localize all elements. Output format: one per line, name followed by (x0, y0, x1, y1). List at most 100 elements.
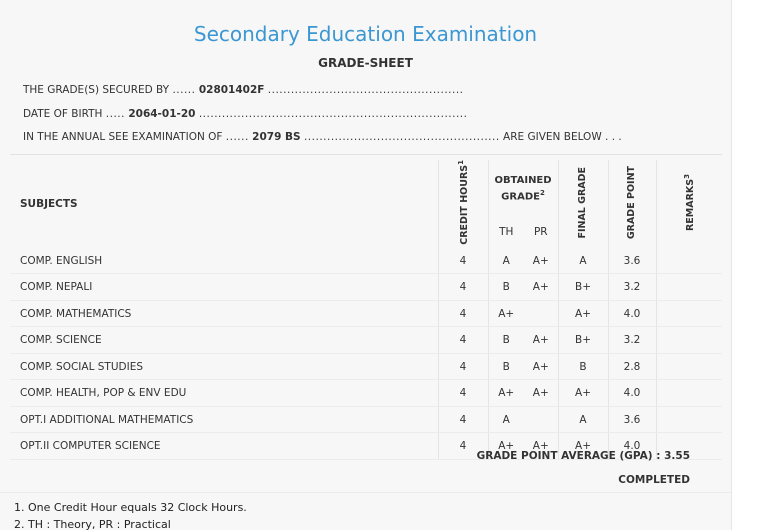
dots: ........................................… (303, 131, 500, 143)
table-row: OPT.II COMPUTER SCIENCE 4 A+ A+ A+ 4.0 (10, 432, 723, 460)
grade-point: 3.2 (607, 326, 657, 354)
subject-name: COMP. HEALTH, POP & ENV EDU (10, 379, 438, 407)
theory-grade: A (487, 406, 524, 434)
grade-sheet-heading: GRADE-SHEET (318, 56, 413, 70)
final-grade: A (557, 247, 609, 275)
credit-hours: 4 (437, 406, 488, 434)
remarks-header: REMARKS3 (655, 160, 723, 248)
grade-point: 4.0 (607, 300, 657, 328)
practical-grade: A+ (524, 379, 559, 407)
grade-point: 3.6 (607, 247, 657, 275)
remarks (655, 273, 723, 301)
exam-label: IN THE ANNUAL SEE EXAMINATION OF (23, 131, 223, 143)
exam-title: Secondary Education Examination (193, 22, 538, 46)
remarks-label: REMARKS (685, 178, 697, 231)
remarks (655, 406, 723, 434)
credit-hours-label: CREDIT HOURS (459, 164, 471, 245)
dots: ...... (225, 131, 249, 143)
final-grade: B+ (557, 326, 609, 354)
grade-point: 4.0 (607, 379, 657, 407)
table-row: COMP. NEPALI 4 B A+ B+ 3.2 (10, 273, 723, 301)
credit-hours: 4 (437, 247, 488, 275)
obtained-grade-header: OBTAINED GRADE2 (487, 160, 559, 217)
grade-sheet: Secondary Education Examination GRADE-SH… (0, 0, 732, 531)
exam-line: IN THE ANNUAL SEE EXAMINATION OF ...... … (23, 131, 622, 143)
practical-grade: A+ (524, 353, 559, 381)
theory-grade: A+ (487, 432, 524, 460)
subject-name: COMP. ENGLISH (10, 247, 438, 275)
subject-name: COMP. MATHEMATICS (10, 300, 438, 328)
table-row: COMP. ENGLISH 4 A A+ A 3.6 (10, 247, 723, 275)
footnote-ref: 1 (456, 160, 465, 165)
th-header: TH (487, 216, 524, 248)
given-below-text: ARE GIVEN BELOW . . . (503, 131, 622, 143)
final-grade-label: FINAL GRADE (577, 166, 589, 239)
grade-point: 2.8 (607, 353, 657, 381)
practical-grade: A+ (524, 273, 559, 301)
theory-grade: B (487, 273, 524, 301)
dob-value: 2064-01-20 (128, 108, 196, 120)
dots: ...... (172, 84, 196, 96)
subject-name: COMP. SCIENCE (10, 326, 438, 354)
grade-point: 3.2 (607, 273, 657, 301)
table-row: COMP. SCIENCE 4 B A+ B+ 3.2 (10, 326, 723, 354)
final-grade: A+ (557, 300, 609, 328)
practical-grade (524, 300, 559, 328)
grade-point-label: GRADE POINT (626, 165, 638, 239)
result-status: COMPLETED (618, 474, 690, 486)
dots: ........................................… (198, 108, 468, 120)
credit-hours: 4 (437, 353, 488, 381)
subject-name: OPT.I ADDITIONAL MATHEMATICS (10, 406, 438, 434)
secured-by-label: THE GRADE(S) SECURED BY (23, 84, 170, 96)
grade-point: 3.6 (607, 406, 657, 434)
dob-label: DATE OF BIRTH (23, 108, 103, 120)
final-grade-header: FINAL GRADE (557, 160, 609, 248)
table-row: COMP. MATHEMATICS 4 A+ A+ 4.0 (10, 300, 723, 328)
credit-hours: 4 (437, 379, 488, 407)
obtained-grade-label: OBTAINED GRADE (494, 174, 552, 202)
theory-grade: A+ (487, 379, 524, 407)
table-row: COMP. HEALTH, POP & ENV EDU 4 A+ A+ A+ 4… (10, 379, 723, 407)
subject-name: OPT.II COMPUTER SCIENCE (10, 432, 438, 460)
grades-table: SUBJECTS CREDIT HOURS1 OBTAINED GRADE2 F… (10, 160, 723, 460)
final-grade: B (557, 353, 609, 381)
theory-grade: A+ (487, 300, 524, 328)
table-row: COMP. SOCIAL STUDIES 4 B A+ B 2.8 (10, 353, 723, 381)
practical-grade: A+ (524, 326, 559, 354)
credit-hours: 4 (437, 273, 488, 301)
gpa-summary: GRADE POINT AVERAGE (GPA) : 3.55 (476, 450, 690, 462)
remarks (655, 247, 723, 275)
subjects-header: SUBJECTS (20, 197, 78, 210)
final-grade: B+ (557, 273, 609, 301)
dots: ........................................… (267, 84, 464, 96)
final-grade: A+ (557, 379, 609, 407)
remarks (655, 300, 723, 328)
footnote-credit-hour: 1. One Credit Hour equals 32 Clock Hours… (14, 501, 247, 514)
footnote-ref: 2 (539, 188, 545, 197)
subject-name: COMP. NEPALI (10, 273, 438, 301)
dob-line: DATE OF BIRTH ..... 2064-01-20 .........… (23, 108, 467, 120)
exam-year: 2079 BS (252, 131, 301, 143)
secured-by-line: THE GRADE(S) SECURED BY ...... 02801402F… (23, 84, 464, 96)
grade-point-header: GRADE POINT (607, 160, 657, 248)
practical-grade: A+ (524, 247, 559, 275)
remarks (655, 432, 723, 460)
footnote-th-pr: 2. TH : Theory, PR : Practical (14, 518, 171, 531)
footnote-ref: 3 (683, 173, 692, 179)
practical-grade (524, 406, 559, 434)
theory-grade: B (487, 326, 524, 354)
remarks (655, 353, 723, 381)
grade-point: 4.0 (607, 432, 657, 460)
divider (0, 492, 731, 493)
practical-grade: A+ (524, 432, 559, 460)
final-grade: A+ (557, 432, 609, 460)
credit-hours: 4 (437, 432, 488, 460)
final-grade: A (557, 406, 609, 434)
remarks (655, 326, 723, 354)
table-row: OPT.I ADDITIONAL MATHEMATICS 4 A A 3.6 (10, 406, 723, 434)
theory-grade: B (487, 353, 524, 381)
credit-hours: 4 (437, 326, 488, 354)
remarks (655, 379, 723, 407)
credit-hours: 4 (437, 300, 488, 328)
theory-grade: A (487, 247, 524, 275)
